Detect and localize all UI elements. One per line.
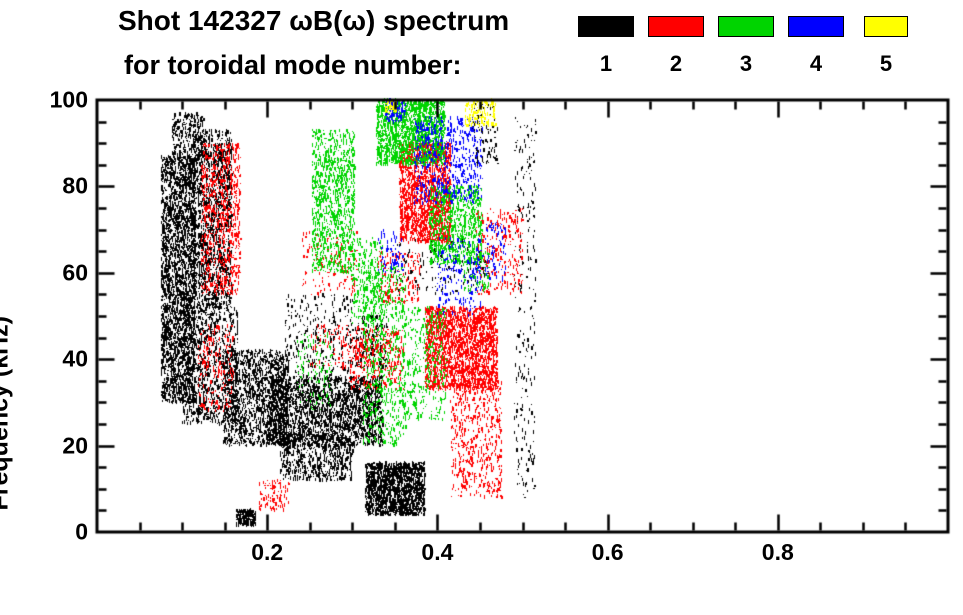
- spectrogram-canvas: [0, 0, 963, 615]
